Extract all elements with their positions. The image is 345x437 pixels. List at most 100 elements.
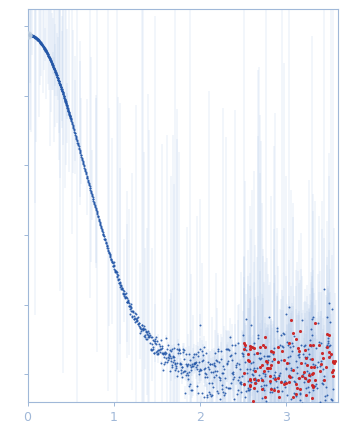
- Point: [167, 353, 173, 360]
- Point: [29, 32, 34, 39]
- Point: [49, 60, 55, 67]
- Point: [97, 218, 102, 225]
- Point: [50, 62, 56, 69]
- Point: [41, 45, 47, 52]
- Point: [106, 247, 111, 254]
- Point: [113, 267, 119, 274]
- Point: [312, 364, 317, 371]
- Point: [249, 343, 255, 350]
- Point: [207, 361, 213, 368]
- Point: [145, 331, 150, 338]
- Point: [260, 342, 265, 349]
- Point: [50, 62, 56, 69]
- Point: [42, 45, 48, 52]
- Point: [42, 45, 48, 52]
- Point: [120, 289, 126, 296]
- Point: [330, 358, 336, 365]
- Point: [63, 100, 69, 107]
- Point: [245, 378, 250, 385]
- Point: [293, 358, 299, 365]
- Point: [271, 386, 276, 393]
- Point: [242, 343, 248, 350]
- Point: [206, 380, 212, 387]
- Point: [110, 260, 115, 267]
- Point: [292, 390, 297, 397]
- Point: [125, 297, 130, 304]
- Point: [154, 333, 159, 340]
- Point: [78, 152, 84, 159]
- Point: [283, 365, 288, 372]
- Point: [43, 48, 49, 55]
- Point: [158, 359, 164, 366]
- Point: [281, 405, 287, 412]
- Point: [55, 75, 61, 82]
- Point: [317, 368, 323, 375]
- Point: [196, 367, 201, 374]
- Point: [280, 388, 285, 395]
- Point: [137, 322, 142, 329]
- Point: [159, 345, 164, 352]
- Point: [247, 382, 253, 388]
- Point: [149, 340, 154, 347]
- Point: [181, 346, 186, 353]
- Point: [277, 372, 282, 379]
- Point: [231, 374, 237, 381]
- Point: [156, 340, 162, 347]
- Point: [43, 47, 48, 54]
- Point: [107, 250, 112, 257]
- Point: [51, 64, 56, 71]
- Point: [261, 368, 266, 375]
- Point: [33, 35, 39, 42]
- Point: [59, 86, 65, 93]
- Point: [167, 350, 172, 357]
- Point: [312, 361, 318, 368]
- Point: [275, 374, 281, 381]
- Point: [320, 354, 326, 361]
- Point: [27, 31, 32, 38]
- Point: [247, 346, 253, 353]
- Point: [216, 359, 221, 366]
- Point: [275, 413, 280, 420]
- Point: [161, 361, 166, 368]
- Point: [142, 333, 148, 340]
- Point: [55, 73, 60, 80]
- Point: [93, 204, 98, 211]
- Point: [201, 393, 206, 400]
- Point: [213, 357, 219, 364]
- Point: [285, 392, 290, 399]
- Point: [27, 31, 32, 38]
- Point: [53, 69, 59, 76]
- Point: [57, 79, 62, 86]
- Point: [29, 32, 34, 39]
- Point: [102, 236, 107, 243]
- Point: [34, 35, 40, 42]
- Point: [41, 43, 46, 50]
- Point: [130, 312, 135, 319]
- Point: [29, 32, 35, 39]
- Point: [270, 348, 276, 355]
- Point: [290, 366, 295, 373]
- Point: [95, 212, 101, 219]
- Point: [250, 367, 255, 374]
- Point: [98, 221, 103, 228]
- Point: [173, 365, 179, 372]
- Point: [72, 130, 78, 137]
- Point: [55, 75, 60, 82]
- Point: [212, 363, 218, 370]
- Point: [116, 276, 122, 283]
- Point: [292, 389, 297, 396]
- Point: [288, 316, 294, 323]
- Point: [188, 367, 194, 374]
- Point: [104, 242, 109, 249]
- Point: [162, 359, 168, 366]
- Point: [276, 388, 281, 395]
- Point: [189, 386, 194, 393]
- Point: [286, 372, 292, 379]
- Point: [330, 358, 336, 365]
- Point: [114, 271, 120, 278]
- Point: [83, 170, 89, 177]
- Point: [328, 412, 334, 419]
- Point: [302, 359, 308, 366]
- Point: [50, 63, 56, 70]
- Point: [47, 55, 52, 62]
